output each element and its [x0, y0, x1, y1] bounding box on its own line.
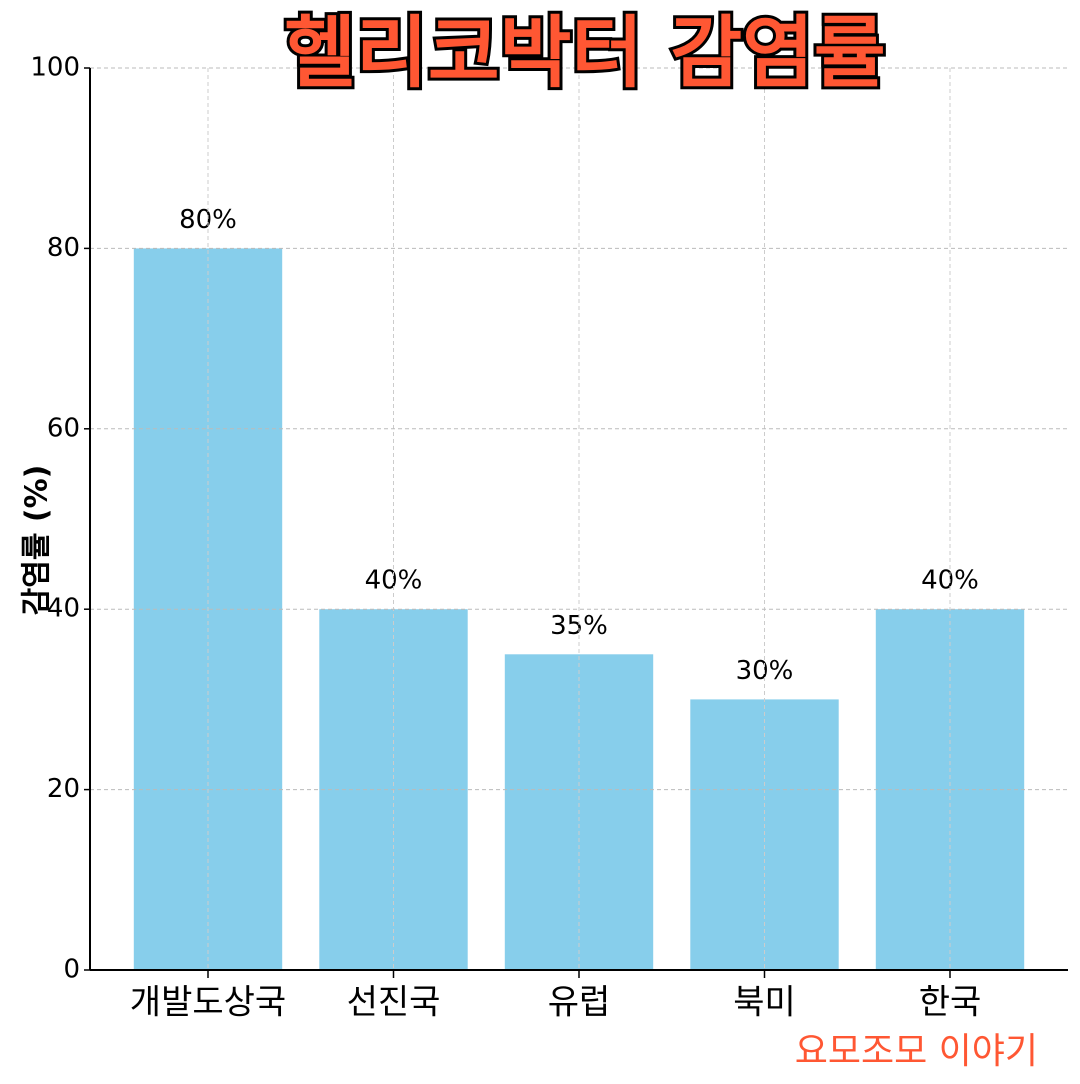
watermark: 요모조모 이야기 — [795, 1031, 1038, 1072]
x-tick-label: 선진국 — [347, 983, 441, 1023]
x-tick-label: 개발도상국 — [130, 983, 286, 1023]
x-tick-label: 유럽 — [548, 983, 611, 1023]
y-axis-label: 감염률 (%) — [20, 465, 55, 616]
chart-title: 헬리코박터 감염률 — [284, 8, 885, 98]
x-tick-label: 한국 — [919, 983, 982, 1023]
y-tick-label: 40 — [47, 594, 80, 624]
y-tick-label: 80 — [47, 233, 80, 263]
x-tick-label: 북미 — [733, 983, 796, 1023]
y-tick-label: 60 — [47, 413, 80, 443]
y-tick-label: 20 — [47, 774, 80, 804]
y-tick-label: 0 — [63, 955, 80, 985]
y-tick-label: 100 — [30, 53, 80, 83]
